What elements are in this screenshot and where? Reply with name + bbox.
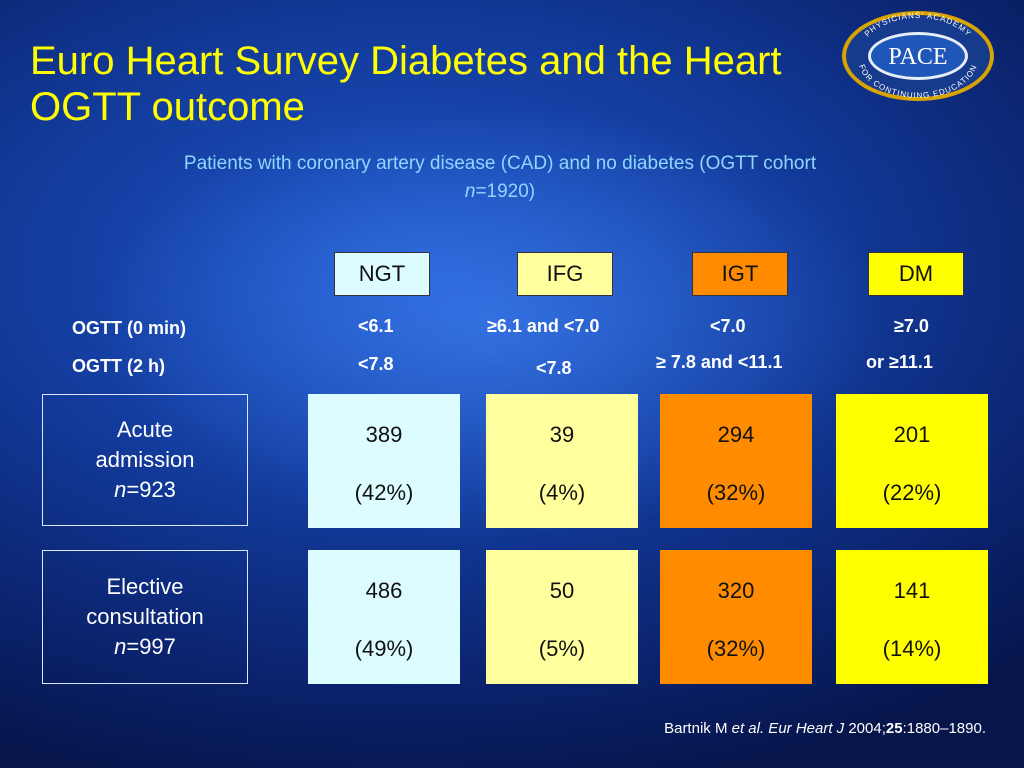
column-header-ngt: NGT <box>334 252 430 296</box>
cell-count: 50 <box>549 578 575 603</box>
cell-percent: (32%) <box>706 480 766 505</box>
criteria-dm-2h: or ≥11.1 <box>866 352 933 372</box>
row-label-elective-consultation: Elective consultation n=997 <box>42 550 248 684</box>
criteria-ifg-2h: <7.8 <box>536 358 572 378</box>
cell-acute-ngt: 389 (42%) <box>308 394 460 528</box>
cell-elective-dm: 141 (14%) <box>836 550 988 684</box>
cell-percent: (14%) <box>882 636 942 661</box>
criteria-igt-0min: <7.0 <box>710 316 746 336</box>
slide-title: Euro Heart Survey Diabetes and the Heart… <box>30 39 782 129</box>
cell-count: 294 <box>717 422 755 447</box>
subtitle-n-value: =1920) <box>475 181 536 202</box>
cell-count: 486 <box>365 578 403 603</box>
pace-logo: PACE PHYSICIANS' ACADEMY FOR CONTINUING … <box>842 11 994 101</box>
cell-acute-ifg: 39 (4%) <box>486 394 638 528</box>
cell-percent: (42%) <box>354 480 414 505</box>
criteria-igt-2h: ≥ 7.8 and <11.1 <box>656 352 783 372</box>
column-header-dm: DM <box>868 252 964 296</box>
subtitle: Patients with coronary artery disease (C… <box>60 150 940 206</box>
cell-percent: (22%) <box>882 480 942 505</box>
cell-acute-dm: 201 (22%) <box>836 394 988 528</box>
criteria-ngt-2h: <7.8 <box>358 354 394 374</box>
cell-acute-igt: 294 (32%) <box>660 394 812 528</box>
column-header-igt: IGT <box>692 252 788 296</box>
row-label-acute-admission: Acute admission n=923 <box>42 394 248 526</box>
criteria-dm-0min: ≥7.0 <box>894 316 929 336</box>
column-header-ifg: IFG <box>517 252 613 296</box>
cell-percent: (4%) <box>538 480 586 505</box>
cell-count: 39 <box>549 422 575 447</box>
cell-count: 320 <box>717 578 755 603</box>
cell-elective-igt: 320 (32%) <box>660 550 812 684</box>
cell-elective-ngt: 486 (49%) <box>308 550 460 684</box>
cell-count: 201 <box>893 422 931 447</box>
subtitle-n-label: n <box>464 181 476 202</box>
cell-count: 389 <box>365 422 403 447</box>
criteria-ngt-0min: <6.1 <box>358 316 394 336</box>
cell-percent: (49%) <box>354 636 414 661</box>
cell-elective-ifg: 50 (5%) <box>486 550 638 684</box>
cell-count: 141 <box>893 578 931 603</box>
logo-center-text: PACE <box>888 44 947 70</box>
criteria-label-2h: OGTT (2 h) <box>72 356 165 376</box>
criteria-label-0min: OGTT (0 min) <box>72 318 186 338</box>
citation: Bartnik M et al. Eur Heart J 2004;25:188… <box>664 720 986 737</box>
cell-percent: (5%) <box>538 636 586 661</box>
subtitle-line1: Patients with coronary artery disease (C… <box>183 153 817 174</box>
cell-percent: (32%) <box>706 636 766 661</box>
criteria-ifg-0min: ≥6.1 and <7.0 <box>487 316 600 336</box>
